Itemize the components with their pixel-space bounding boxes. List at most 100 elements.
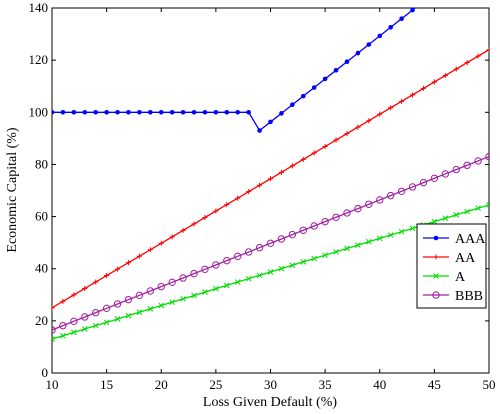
data-point-aaa [235, 109, 241, 115]
data-point-a [453, 212, 460, 218]
data-point-bbb [321, 217, 329, 226]
data-point-aa [300, 156, 306, 162]
data-point-bbb [332, 213, 340, 221]
data-point-bbb [419, 178, 428, 187]
data-point-aa [388, 105, 394, 111]
data-point-aaa [366, 42, 372, 47]
x-tick-label: 30 [264, 377, 277, 392]
data-point-a [103, 319, 110, 326]
data-point-aa [125, 260, 131, 266]
data-point-a [267, 269, 274, 275]
data-point-bbb [288, 230, 297, 239]
data-point-a [442, 215, 449, 222]
data-point-aa [366, 118, 372, 124]
x-tick-label: 15 [100, 377, 113, 392]
data-point-a [180, 295, 186, 302]
data-point-aa [420, 85, 426, 91]
data-point-aa [475, 53, 481, 59]
y-tick-label: 80 [35, 156, 48, 171]
data-point-bbb [135, 291, 144, 300]
data-point-aaa [311, 85, 317, 90]
data-point-a [114, 316, 121, 322]
data-point-bbb [452, 165, 460, 174]
y-tick-label: 60 [35, 209, 48, 224]
data-point-bbb [441, 170, 449, 178]
data-point-a [344, 245, 350, 252]
data-point-bbb [343, 209, 351, 217]
data-point-aa [82, 285, 88, 291]
data-point-aa [52, 305, 55, 311]
data-point-bbb [146, 287, 155, 295]
data-point-aa [136, 253, 142, 259]
data-point-bbb [255, 243, 264, 252]
data-point-aaa [52, 109, 55, 115]
data-point-bbb [92, 308, 100, 317]
data-point-a [147, 306, 154, 312]
series-line-bbb [52, 156, 489, 331]
data-point-bbb [376, 196, 384, 204]
data-point-aaa [421, 0, 426, 4]
data-point-bbb [124, 295, 133, 304]
data-point-a [70, 329, 77, 336]
data-point-bbb [408, 183, 417, 191]
x-tick-label: 10 [46, 377, 59, 392]
data-point-a [322, 252, 328, 259]
data-point-aaa [279, 111, 284, 116]
data-point-a [333, 248, 339, 255]
data-point-bbb [299, 226, 307, 234]
x-tick-label: 50 [483, 377, 496, 392]
data-point-aaa [377, 33, 383, 39]
data-point-aaa [322, 76, 328, 82]
data-point-aa [410, 92, 416, 98]
data-point-aa [147, 247, 153, 253]
legend-item-aa: AA [423, 251, 476, 266]
y-axis-title: Economic Capital (%) [5, 127, 20, 253]
data-point-bbb [157, 282, 165, 291]
data-point-bbb [113, 300, 122, 308]
data-point-bbb [244, 248, 253, 256]
data-point-aaa [82, 109, 88, 115]
x-tick-label: 45 [428, 377, 441, 392]
legend-item-a: A [423, 270, 466, 285]
series-aa [52, 47, 489, 311]
data-point-bbb [102, 304, 111, 313]
data-point-aaa [268, 119, 273, 125]
data-point-bbb [190, 269, 198, 278]
y-tick-label: 20 [35, 313, 48, 328]
data-point-aaa [246, 109, 251, 115]
data-point-aa [431, 79, 437, 85]
data-point-a [289, 262, 296, 269]
data-point-bbb [223, 256, 231, 265]
data-point-aa [377, 111, 383, 117]
data-point-a [52, 336, 55, 342]
data-point-bbb [168, 278, 176, 287]
data-point-aa [453, 66, 459, 72]
data-point-bbb [52, 326, 56, 334]
data-point-aa [257, 182, 263, 188]
data-point-aa [399, 98, 405, 104]
data-point-aaa [257, 128, 262, 133]
data-point-aaa [410, 8, 415, 13]
data-point-bbb [430, 174, 439, 182]
data-point-a [475, 205, 481, 212]
axes: 10 15 20 25 30 35 40 45 50 0 20 40 60 80 100 120 140 [29, 0, 496, 392]
data-point-a [223, 282, 230, 289]
series-a [52, 201, 489, 342]
data-point-aaa [355, 50, 361, 56]
data-point-aaa [213, 109, 219, 115]
y-tick-label: 120 [29, 52, 49, 67]
data-point-aaa [148, 109, 153, 115]
y-tick-label: 100 [29, 104, 49, 119]
data-point-a [464, 208, 471, 215]
data-point-aaa [60, 109, 66, 115]
data-point-bbb [266, 239, 275, 247]
data-point-aaa [344, 59, 350, 65]
series-aaa [52, 0, 426, 133]
data-point-bbb [463, 161, 471, 169]
data-point-bbb [277, 235, 286, 243]
data-point-bbb [59, 321, 67, 330]
data-point-aa [158, 240, 164, 246]
data-point-aa [344, 131, 350, 137]
data-point-aa [322, 144, 328, 150]
